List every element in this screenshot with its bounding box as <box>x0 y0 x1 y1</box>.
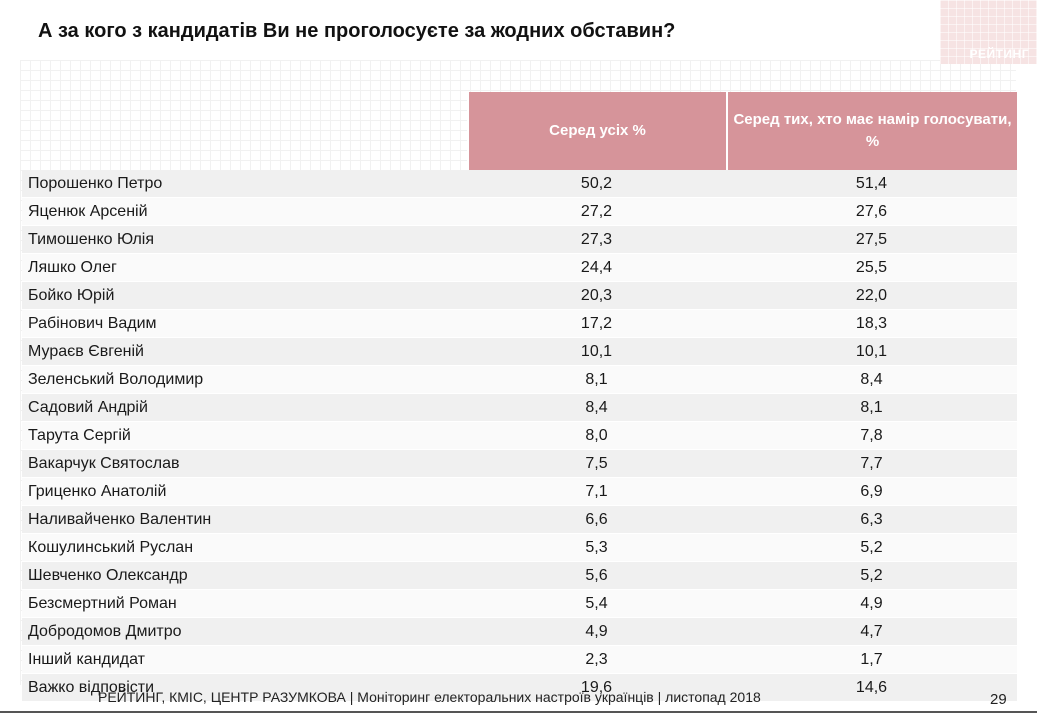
value-voters: 6,9 <box>726 478 1017 506</box>
value-all: 17,2 <box>467 310 726 338</box>
value-all: 5,3 <box>467 534 726 562</box>
candidate-name: Зеленський Володимир <box>22 366 467 394</box>
candidate-name: Садовий Андрій <box>22 394 467 422</box>
candidate-name: Вакарчук Святослав <box>22 450 467 478</box>
table-row: Тарута Сергій 8,0 7,8 <box>22 422 1017 450</box>
table-row: Інший кандидат 2,3 1,7 <box>22 646 1017 674</box>
value-all: 7,1 <box>467 478 726 506</box>
table-row: Ляшко Олег 24,4 25,5 <box>22 254 1017 282</box>
candidate-name: Тимошенко Юлія <box>22 226 467 254</box>
value-voters: 7,8 <box>726 422 1017 450</box>
table-row: Зеленський Володимир 8,1 8,4 <box>22 366 1017 394</box>
table-row: Безсмертний Роман 5,4 4,9 <box>22 590 1017 618</box>
table-row: Вакарчук Святослав 7,5 7,7 <box>22 450 1017 478</box>
footer: РЕЙТИНГ, КМІС, ЦЕНТР РАЗУМКОВА | Монітор… <box>0 687 1037 713</box>
value-voters: 6,3 <box>726 506 1017 534</box>
table-row: Важко відповісти 19,6 14,6 <box>22 674 1017 702</box>
value-all: 27,3 <box>467 226 726 254</box>
candidate-name: Бойко Юрій <box>22 282 467 310</box>
rating-logo: РЕЙТИНГ <box>940 0 1037 64</box>
value-voters: 8,4 <box>726 366 1017 394</box>
candidate-name: Тарута Сергій <box>22 422 467 450</box>
candidate-name: Важко відповісти <box>22 674 467 702</box>
value-voters: 5,2 <box>726 534 1017 562</box>
data-table: Серед усіх % Серед тих, хто має намір го… <box>22 92 1017 702</box>
value-voters: 10,1 <box>726 338 1017 366</box>
candidate-name: Добродомов Дмитро <box>22 618 467 646</box>
value-voters: 25,5 <box>726 254 1017 282</box>
table-row: Бойко Юрій 20,3 22,0 <box>22 282 1017 310</box>
value-voters: 22,0 <box>726 282 1017 310</box>
value-voters: 8,1 <box>726 394 1017 422</box>
table-row: Садовий Андрій 8,4 8,1 <box>22 394 1017 422</box>
logo-text: РЕЙТИНГ <box>969 47 1029 61</box>
candidate-name: Кошулинський Руслан <box>22 534 467 562</box>
page-number: 29 <box>990 691 1007 708</box>
value-voters: 4,7 <box>726 618 1017 646</box>
value-voters: 27,5 <box>726 226 1017 254</box>
value-all: 50,2 <box>467 170 726 198</box>
value-all: 6,6 <box>467 506 726 534</box>
column-header-voters: Серед тих, хто має намір голосувати, % <box>726 92 1017 170</box>
value-all: 8,1 <box>467 366 726 394</box>
value-voters: 1,7 <box>726 646 1017 674</box>
table-row: Яценюк Арсеній 27,2 27,6 <box>22 198 1017 226</box>
table-row: Мураєв Євгеній 10,1 10,1 <box>22 338 1017 366</box>
table-row: Шевченко Олександр 5,6 5,2 <box>22 562 1017 590</box>
value-all: 10,1 <box>467 338 726 366</box>
candidate-name: Яценюк Арсеній <box>22 198 467 226</box>
value-voters: 18,3 <box>726 310 1017 338</box>
candidate-name: Наливайченко Валентин <box>22 506 467 534</box>
value-all: 7,5 <box>467 450 726 478</box>
candidate-name: Гриценко Анатолій <box>22 478 467 506</box>
footer-text: РЕЙТИНГ, КМІС, ЦЕНТР РАЗУМКОВА | Монітор… <box>98 689 761 705</box>
candidate-name: Ляшко Олег <box>22 254 467 282</box>
header-row: Серед усіх % Серед тих, хто має намір го… <box>22 92 1017 170</box>
table-row: Порошенко Петро 50,2 51,4 <box>22 170 1017 198</box>
candidate-name: Інший кандидат <box>22 646 467 674</box>
candidate-name: Безсмертний Роман <box>22 590 467 618</box>
footer-divider <box>0 711 1037 713</box>
value-voters: 7,7 <box>726 450 1017 478</box>
value-all: 24,4 <box>467 254 726 282</box>
value-voters: 4,9 <box>726 590 1017 618</box>
value-all: 8,0 <box>467 422 726 450</box>
value-voters: 5,2 <box>726 562 1017 590</box>
value-voters: 14,6 <box>726 674 1017 702</box>
table-row: Наливайченко Валентин 6,6 6,3 <box>22 506 1017 534</box>
value-all: 19,6 <box>467 674 726 702</box>
value-all: 27,2 <box>467 198 726 226</box>
table-row: Рабінович Вадим 17,2 18,3 <box>22 310 1017 338</box>
header-blank-cell <box>22 92 467 170</box>
candidate-name: Рабінович Вадим <box>22 310 467 338</box>
page-title: А за кого з кандидатів Ви не проголосуєт… <box>38 20 676 42</box>
table-row: Кошулинський Руслан 5,3 5,2 <box>22 534 1017 562</box>
value-all: 5,4 <box>467 590 726 618</box>
table-row: Гриценко Анатолій 7,1 6,9 <box>22 478 1017 506</box>
value-all: 4,9 <box>467 618 726 646</box>
table-row: Добродомов Дмитро 4,9 4,7 <box>22 618 1017 646</box>
candidate-name: Порошенко Петро <box>22 170 467 198</box>
candidate-name: Мураєв Євгеній <box>22 338 467 366</box>
value-all: 5,6 <box>467 562 726 590</box>
value-all: 8,4 <box>467 394 726 422</box>
column-header-all: Серед усіх % <box>467 92 726 170</box>
value-all: 20,3 <box>467 282 726 310</box>
value-all: 2,3 <box>467 646 726 674</box>
table-row: Тимошенко Юлія 27,3 27,5 <box>22 226 1017 254</box>
candidate-name: Шевченко Олександр <box>22 562 467 590</box>
value-voters: 51,4 <box>726 170 1017 198</box>
table-body: Порошенко Петро 50,2 51,4 Яценюк Арсеній 27,… <box>22 170 1017 702</box>
value-voters: 27,6 <box>726 198 1017 226</box>
